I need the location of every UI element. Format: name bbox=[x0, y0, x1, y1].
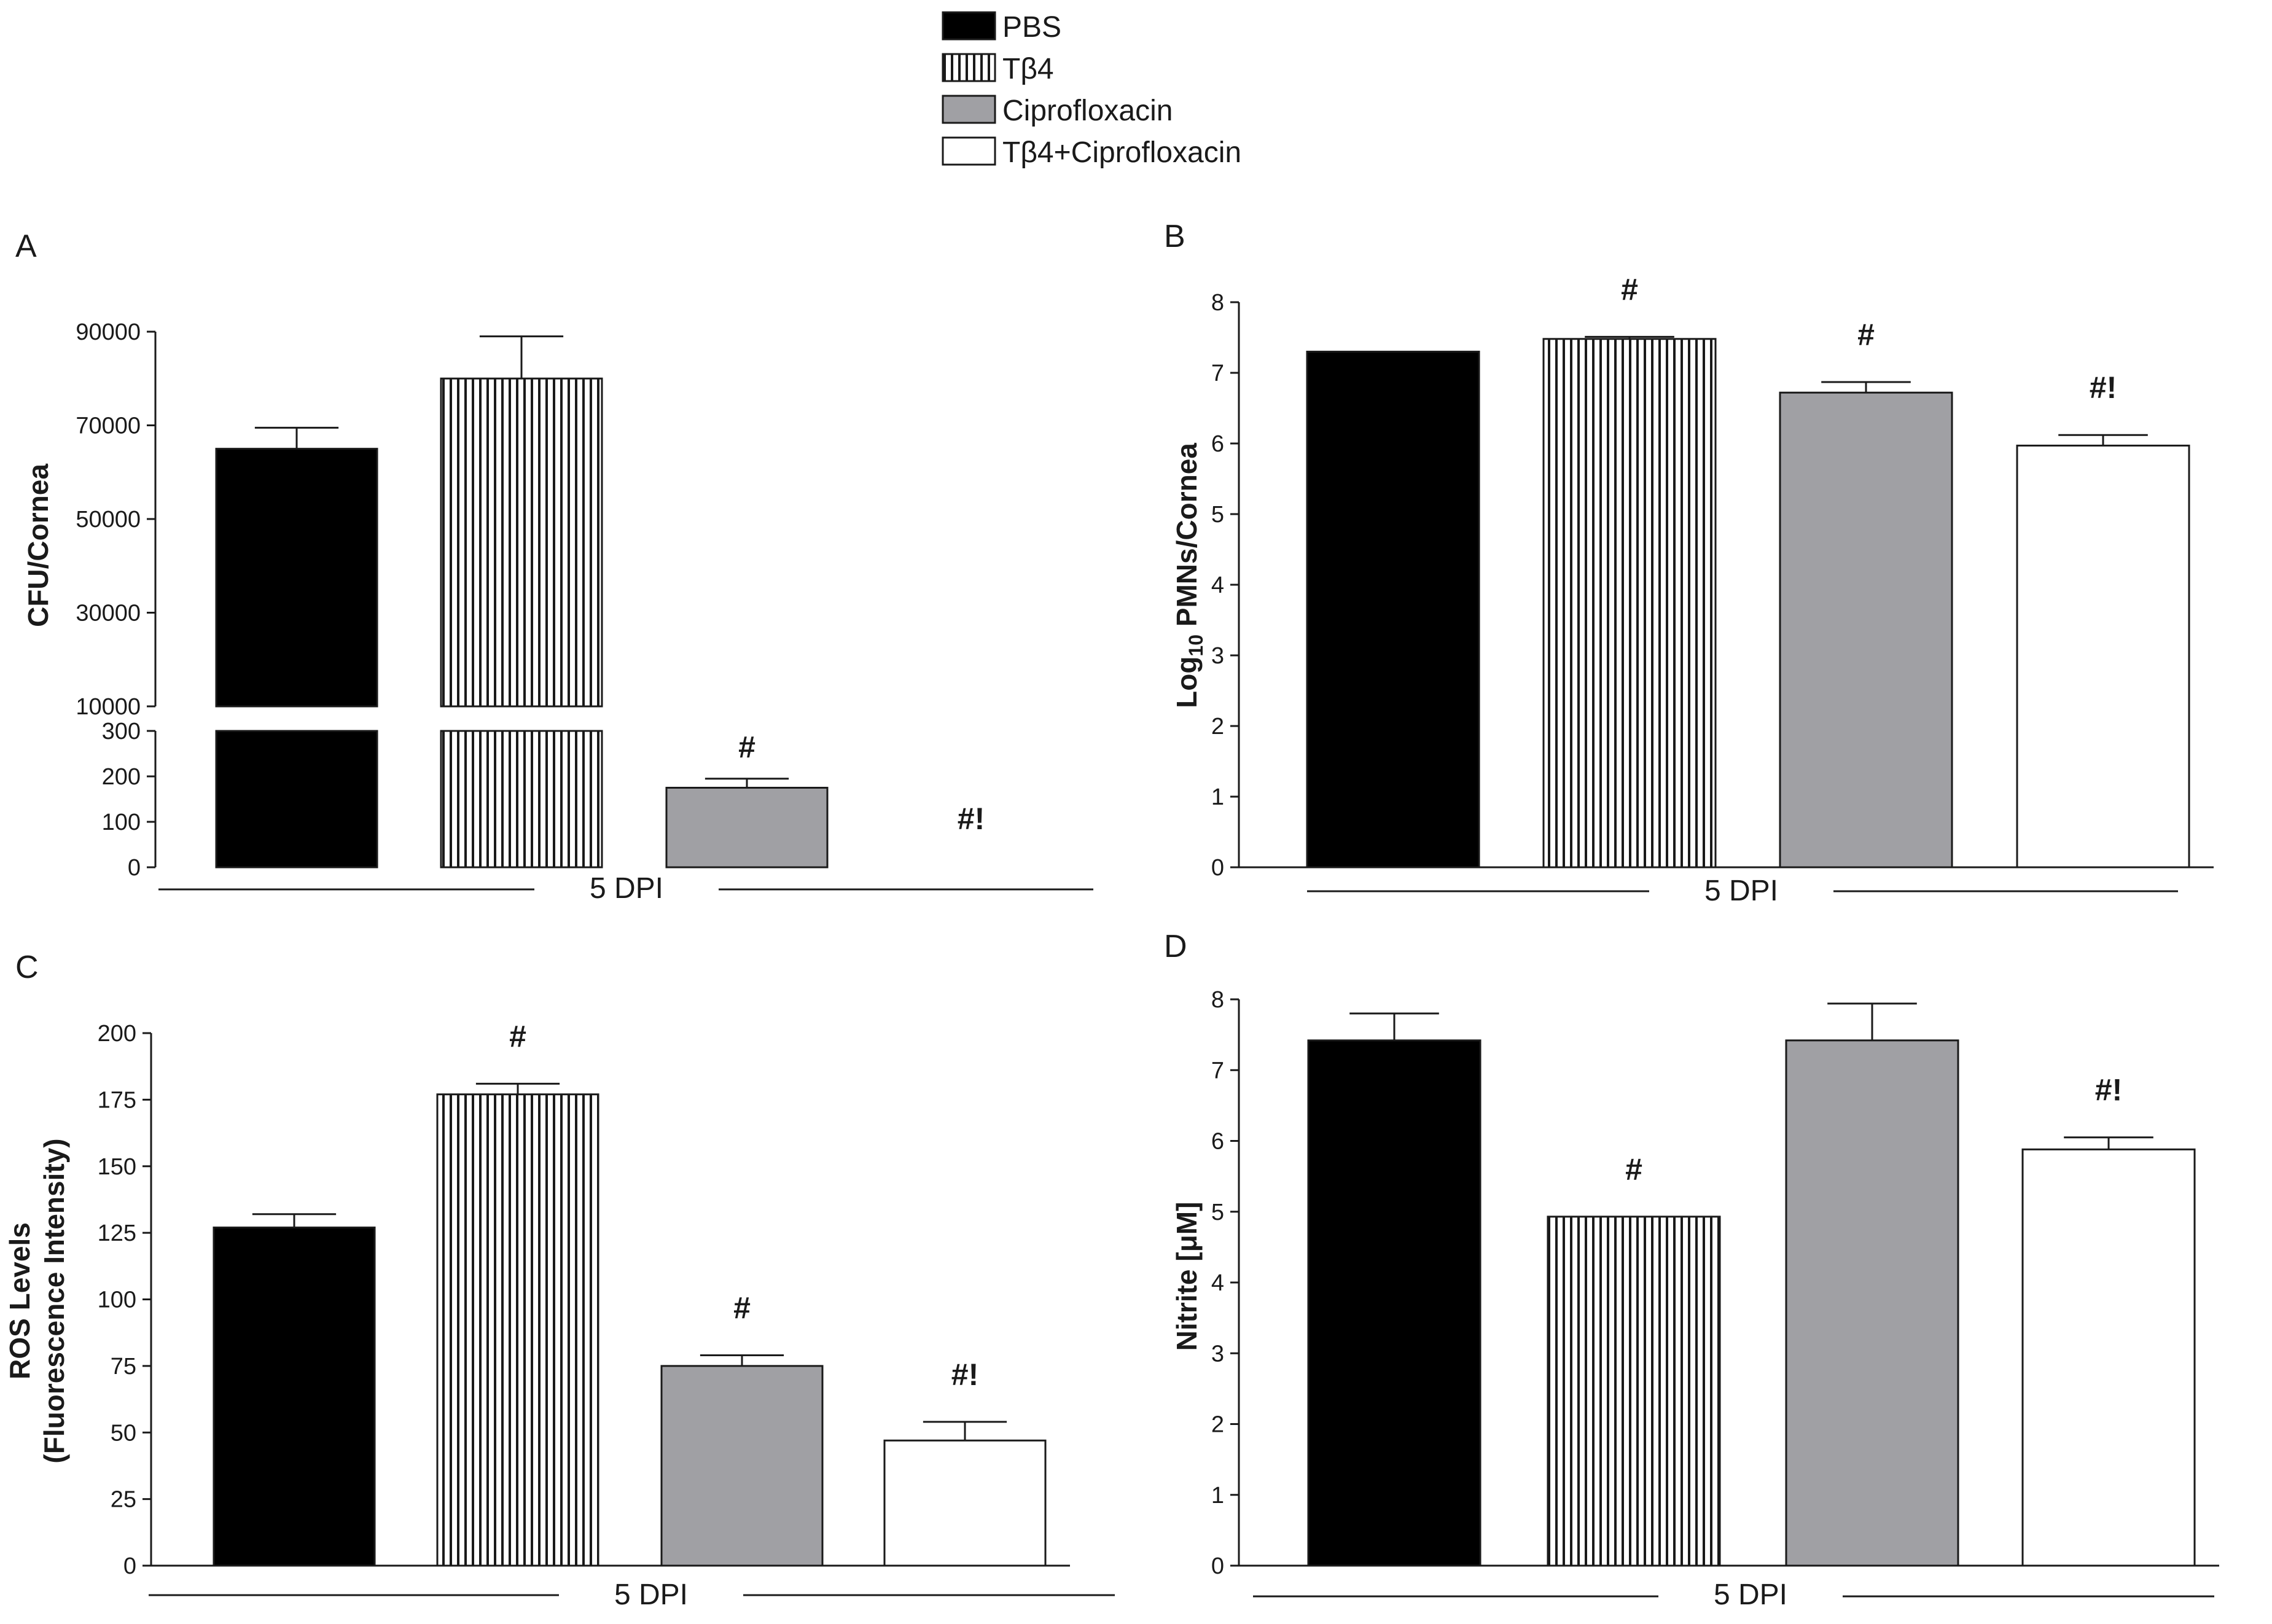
legend-item-pbs: PBS bbox=[942, 11, 1061, 44]
significance-label: # bbox=[733, 1291, 751, 1325]
bar-tb4 bbox=[1542, 338, 1717, 869]
bar-ciprofloxacin bbox=[1785, 1039, 1959, 1567]
bar-combo bbox=[883, 1439, 1047, 1567]
legend-label-pbs: PBS bbox=[1002, 11, 1061, 44]
y-tick-label: 10000 bbox=[76, 694, 141, 720]
panel-b-chart: 0 1 2 3 4 5 6 7 8 # # #! 5 DPI Log10 PMNs/Cornea bbox=[1171, 272, 2214, 907]
y-tick-label: 1 bbox=[1211, 784, 1224, 810]
legend-item-ciprofloxacin: Ciprofloxacin bbox=[942, 95, 1173, 127]
y-tick-label: 4 bbox=[1211, 1270, 1224, 1296]
y-tick-label: 4 bbox=[1211, 572, 1224, 598]
x-axis-label: 5 DPI bbox=[1704, 875, 1778, 907]
y-tick-label: 5 bbox=[1211, 502, 1224, 528]
y-tick-label: 300 bbox=[102, 719, 141, 744]
bar-combo bbox=[2016, 444, 2190, 869]
y-axis-label: ROS Levels(Fluorescence Intensity) bbox=[4, 1138, 70, 1463]
panel-letter-c: C bbox=[15, 950, 39, 985]
y-tick-label: 3 bbox=[1211, 643, 1224, 669]
y-tick-label: 8 bbox=[1211, 290, 1224, 316]
bar-pbs bbox=[1307, 1039, 1481, 1567]
y-tick-label: 6 bbox=[1211, 1129, 1224, 1155]
legend-swatch-combo bbox=[942, 136, 996, 166]
bar-combo bbox=[2021, 1148, 2196, 1567]
x-axis-label: 5 DPI bbox=[614, 1579, 688, 1611]
y-axis-label-rest: PMNs/Cornea bbox=[1171, 443, 1203, 634]
y-tick-label: 90000 bbox=[76, 319, 141, 345]
bar-pbs bbox=[1306, 351, 1480, 869]
significance-label: # bbox=[509, 1019, 526, 1053]
y-tick-label: 125 bbox=[98, 1220, 136, 1246]
bar-tb4 bbox=[436, 1093, 599, 1567]
panel-c-chart: 0 25 50 75 100 125 150 175 200 # # #! 5 DPI ROS Level… bbox=[4, 1019, 1115, 1611]
bar-pbs-lower bbox=[215, 730, 378, 869]
legend-swatch-ciprofloxacin bbox=[942, 95, 996, 124]
x-axis-label: 5 DPI bbox=[1714, 1579, 1787, 1611]
significance-label: #! bbox=[958, 802, 985, 836]
bar-tb4-lower bbox=[440, 730, 603, 869]
legend-label-ciprofloxacin: Ciprofloxacin bbox=[1002, 95, 1173, 127]
legend-label-combo: Tβ4+Ciprofloxacin bbox=[1002, 136, 1241, 169]
y-tick-label: 25 bbox=[111, 1487, 136, 1513]
bar-ciprofloxacin bbox=[665, 787, 829, 869]
legend-label-tb4: Tβ4 bbox=[1002, 53, 1054, 85]
y-tick-label: 75 bbox=[111, 1354, 136, 1380]
y-tick-label: 0 bbox=[1211, 1553, 1224, 1579]
x-axis-label: 5 DPI bbox=[590, 872, 663, 905]
significance-label: # bbox=[1625, 1152, 1642, 1187]
y-tick-label: 1 bbox=[1211, 1483, 1224, 1509]
y-axis-label-main: Log bbox=[1171, 657, 1203, 708]
y-tick-label: 0 bbox=[128, 855, 141, 881]
y-tick-label: 30000 bbox=[76, 601, 141, 627]
y-tick-label: 7 bbox=[1211, 1058, 1224, 1083]
bar-tb4-upper bbox=[440, 377, 603, 708]
bar-ciprofloxacin bbox=[660, 1365, 824, 1567]
legend-swatch-tb4 bbox=[942, 53, 996, 82]
y-tick-label: 100 bbox=[98, 1287, 136, 1313]
y-tick-label: 6 bbox=[1211, 431, 1224, 457]
y-tick-label: 150 bbox=[98, 1154, 136, 1180]
legend-item-tb4: Tβ4 bbox=[942, 53, 1054, 85]
bar-pbs bbox=[213, 1226, 376, 1567]
y-tick-label: 100 bbox=[102, 810, 141, 835]
bar-tb4 bbox=[1547, 1216, 1721, 1567]
y-tick-label: 50 bbox=[111, 1420, 136, 1446]
y-tick-label: 50000 bbox=[76, 507, 141, 533]
bar-pbs-upper bbox=[215, 448, 378, 708]
y-tick-label: 0 bbox=[123, 1553, 136, 1579]
y-tick-label: 0 bbox=[1211, 855, 1224, 881]
panel-letter-d: D bbox=[1164, 929, 1187, 964]
y-tick-label: 2 bbox=[1211, 1412, 1224, 1438]
y-tick-label: 2 bbox=[1211, 714, 1224, 740]
y-axis-label: Nitrite [μM] bbox=[1171, 1202, 1203, 1351]
y-axis-label: CFU/Cornea bbox=[22, 464, 54, 627]
y-tick-label: 5 bbox=[1211, 1200, 1224, 1225]
significance-label: #! bbox=[2095, 1073, 2122, 1107]
y-tick-label: 8 bbox=[1211, 987, 1224, 1013]
y-tick-label: 200 bbox=[98, 1021, 136, 1047]
significance-label: # bbox=[1621, 272, 1638, 306]
y-axis-label-line1: ROS Levels bbox=[4, 1222, 36, 1380]
significance-label: #! bbox=[2090, 370, 2117, 405]
significance-label: #! bbox=[951, 1357, 978, 1392]
legend-item-combo: Tβ4+Ciprofloxacin bbox=[942, 136, 1241, 169]
bar-ciprofloxacin bbox=[1779, 391, 1953, 869]
y-axis-label: Log10 PMNs/Cornea bbox=[1171, 443, 1207, 708]
legend: PBS Tβ4 Ciprofloxacin Tβ4+Ciprofloxacin bbox=[942, 11, 1241, 169]
y-axis-label-line2: (Fluorescence Intensity) bbox=[38, 1138, 70, 1463]
significance-label: # bbox=[1857, 318, 1875, 352]
panel-letter-b: B bbox=[1164, 219, 1185, 254]
y-axis-label-sub: 10 bbox=[1185, 634, 1207, 657]
y-tick-label: 3 bbox=[1211, 1341, 1224, 1367]
y-tick-label: 70000 bbox=[76, 413, 141, 439]
legend-swatch-pbs bbox=[942, 11, 996, 41]
panel-letter-a: A bbox=[15, 228, 37, 264]
panel-d-chart: 0 1 2 3 4 5 6 7 8 # #! 5 DPI Nitrite [μM] bbox=[1171, 987, 2219, 1611]
y-tick-label: 7 bbox=[1211, 361, 1224, 386]
significance-label: # bbox=[738, 730, 755, 765]
y-tick-label: 175 bbox=[98, 1087, 136, 1113]
y-tick-label: 200 bbox=[102, 764, 141, 790]
